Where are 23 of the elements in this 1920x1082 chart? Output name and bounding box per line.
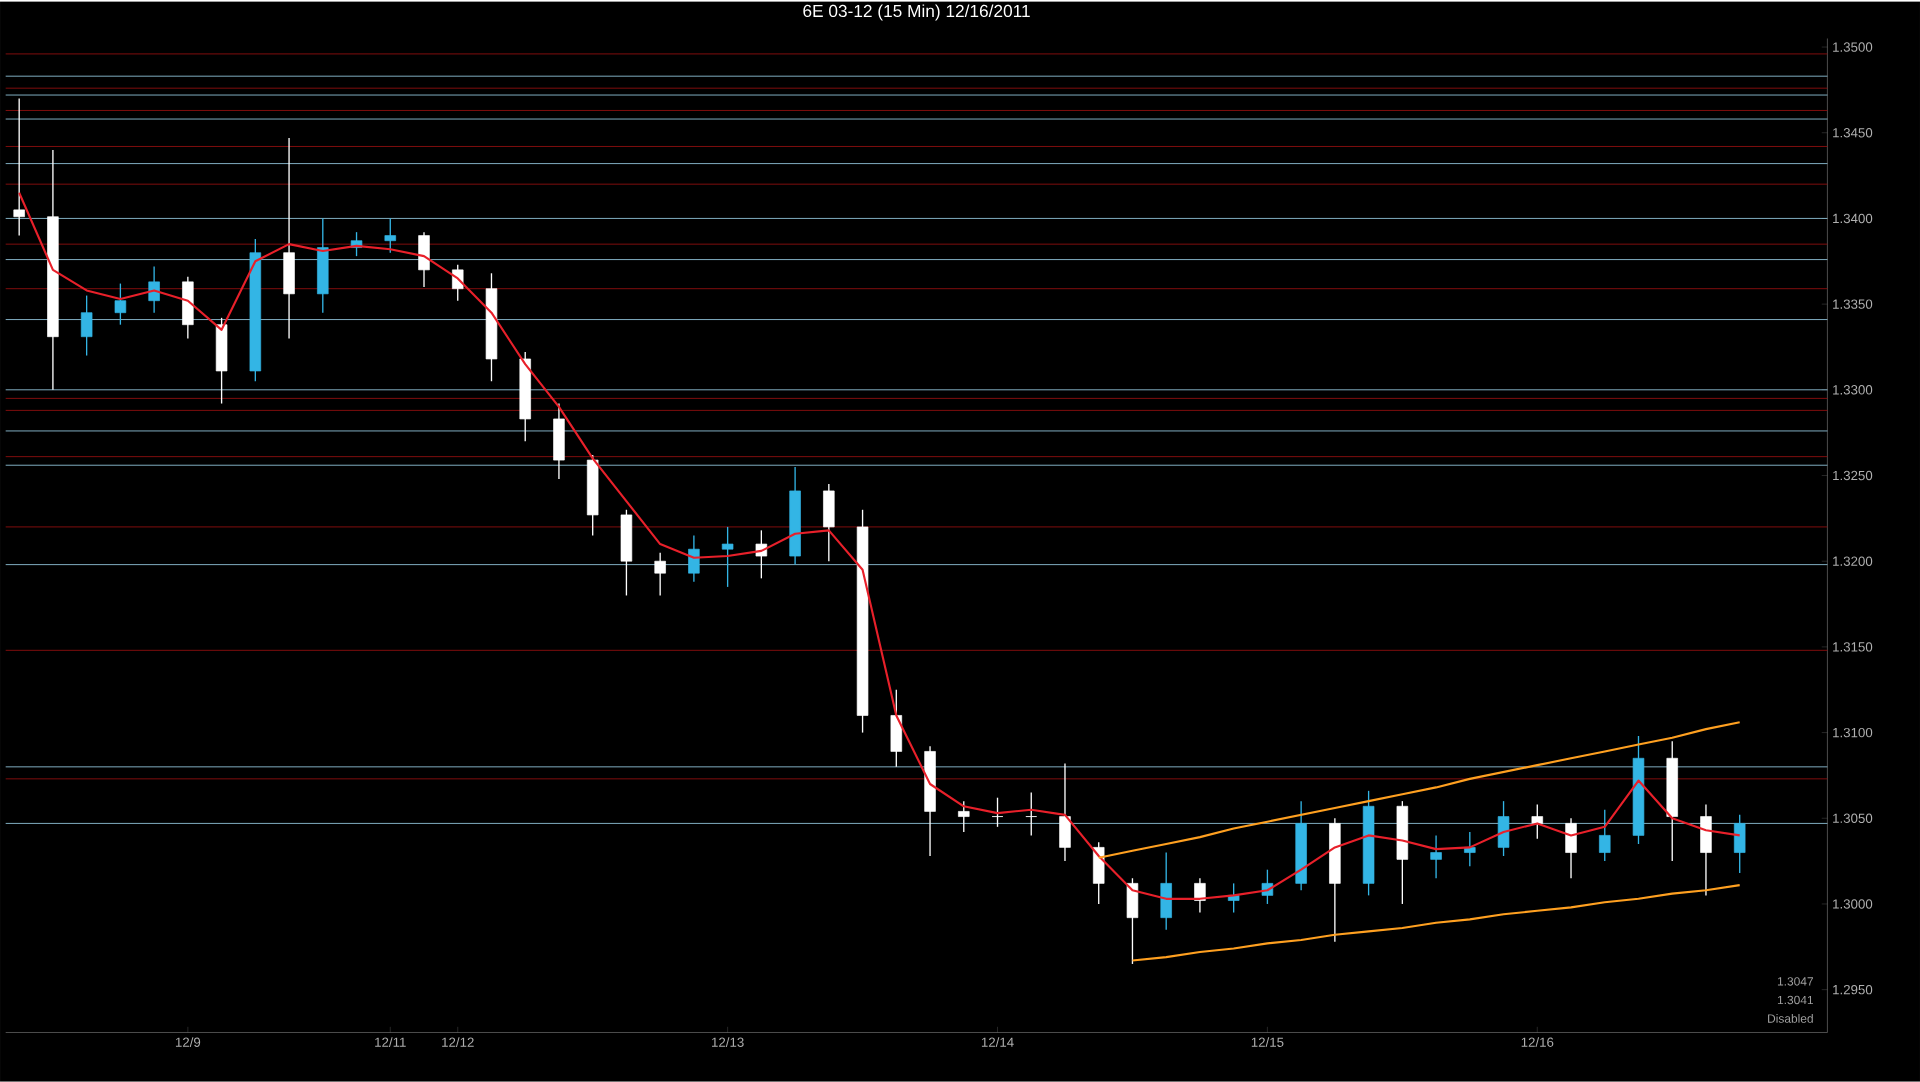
x-tick-label: 12/15: [1251, 1037, 1284, 1048]
x-tick-label: 12/12: [442, 1037, 474, 1048]
x-tick-label: 12/16: [1521, 1037, 1554, 1048]
x-tick-label: 12/13: [712, 1037, 744, 1048]
y-tick-label: 1.3250: [1833, 470, 1873, 481]
chart-title: 6E 03-12 (15 Min) 12/16/2011: [803, 4, 1030, 21]
text: 1.3047: [1777, 977, 1813, 986]
y-tick-label: 1.3450: [1833, 128, 1873, 138]
y-tick-label: 1.3100: [1833, 728, 1873, 738]
x-tick-label: 12/14: [981, 1037, 1014, 1048]
text: 1.3041: [1777, 995, 1814, 1005]
y-tick-label: 1.3050: [1833, 813, 1873, 824]
y-tick-label: 1.3200: [1833, 556, 1873, 567]
y-tick-label: 1.3300: [1833, 385, 1873, 395]
y-tick-label: 1.3000: [1833, 899, 1873, 909]
y-tick-label: 1.3150: [1833, 642, 1873, 652]
y-tick-label: 1.2950: [1833, 985, 1873, 995]
y-tick-label: 1.3350: [1833, 299, 1873, 310]
text: Disabled: [1768, 1014, 1813, 1024]
y-tick-label: 1.3500: [1833, 42, 1873, 52]
x-tick-label: 12/9: [175, 1037, 201, 1048]
x-tick-label: 12/11: [375, 1037, 406, 1048]
y-tick-label: 1.3400: [1833, 213, 1873, 224]
